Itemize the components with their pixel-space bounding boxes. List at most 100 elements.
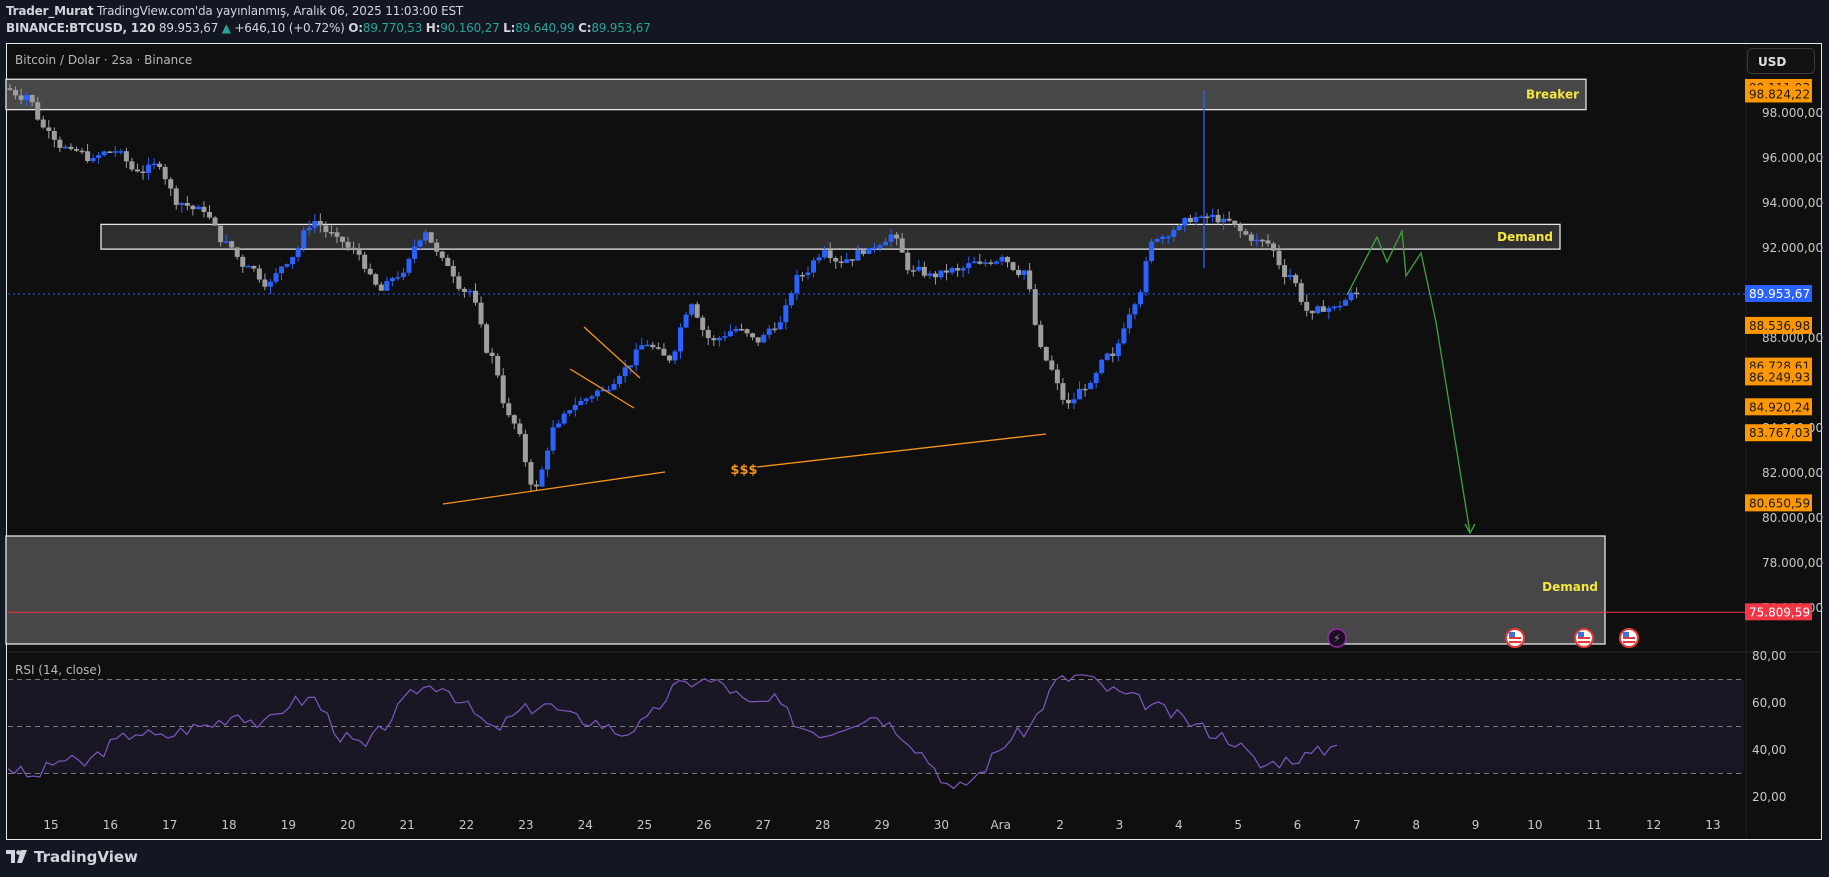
rsi-line[interactable] — [7, 674, 1338, 790]
candle-body — [1315, 306, 1321, 314]
candle-body — [328, 232, 334, 234]
candle-body — [1160, 236, 1166, 239]
candle-body — [617, 376, 623, 385]
rsi-legend: RSI (14, close) — [15, 663, 101, 677]
time-axis-label: 4 — [1175, 818, 1183, 832]
price-tag[interactable] — [1745, 603, 1812, 621]
candle-body — [971, 261, 977, 264]
candle-body — [351, 247, 357, 251]
flag-canton — [1578, 632, 1584, 637]
flag-lower-line[interactable] — [569, 368, 635, 409]
price-axis-label: 80.000,00 — [1762, 511, 1823, 525]
candle-body — [1099, 359, 1105, 374]
candle-body — [240, 256, 246, 267]
candle-body — [766, 328, 772, 335]
candle-body — [1038, 324, 1044, 347]
currency-button[interactable]: USD — [1747, 48, 1815, 74]
candle-body — [550, 427, 556, 451]
price-axis-label: 96.000,00 — [1762, 151, 1823, 165]
candle-body — [827, 250, 833, 259]
candle-body — [1149, 241, 1155, 262]
candle-body — [79, 150, 85, 153]
time-axis-label: 21 — [400, 818, 415, 832]
candle-body — [611, 384, 617, 390]
candle-body — [1110, 353, 1116, 356]
candle-body — [755, 337, 761, 343]
candle-body — [1077, 388, 1083, 400]
candle-body — [1232, 220, 1238, 225]
candle-body — [35, 102, 41, 120]
candle-body — [1121, 328, 1127, 344]
candle-body — [522, 434, 528, 463]
time-axis-label: 8 — [1412, 818, 1420, 832]
time-axis-label: 11 — [1587, 818, 1602, 832]
time-axis-label: 22 — [459, 818, 474, 832]
candle-body — [295, 248, 301, 257]
candle-body — [467, 290, 473, 293]
candle-body — [1043, 346, 1049, 361]
tradingview-logo[interactable]: TradingView — [6, 848, 138, 866]
lightning-icon[interactable] — [1327, 628, 1347, 648]
candle-body — [993, 261, 999, 264]
liquidity-line-left[interactable] — [442, 471, 666, 505]
zone-breaker-0[interactable] — [5, 78, 1587, 111]
candle-body — [7, 88, 13, 91]
flag-stripe — [1578, 641, 1590, 643]
flag-stripe — [1623, 641, 1635, 643]
time-axis-label: 15 — [43, 818, 58, 832]
candle-body — [134, 169, 140, 172]
candle-body — [844, 259, 850, 263]
candle-body — [201, 206, 207, 212]
candle-body — [279, 266, 285, 274]
price-tag[interactable] — [1745, 316, 1812, 334]
candle-body — [245, 266, 251, 268]
candle-body — [960, 268, 966, 271]
price-tag[interactable] — [1745, 285, 1812, 303]
candle-body — [583, 398, 589, 401]
symbol-name[interactable]: BINANCE:BTCUSD, 120 — [6, 21, 156, 35]
candle-body — [833, 258, 839, 262]
time-axis-label: 25 — [637, 818, 652, 832]
candle-body — [1115, 343, 1121, 356]
close-label: C: — [578, 21, 592, 35]
liquidity-line-right[interactable] — [756, 433, 1047, 468]
candle-body — [1027, 270, 1033, 290]
zone-demand-2[interactable] — [5, 535, 1606, 645]
price-axis-label: 98.000,00 — [1762, 106, 1823, 120]
price-tag[interactable] — [1745, 368, 1812, 386]
candle-body — [811, 260, 817, 273]
candle-body — [179, 203, 185, 205]
candle-body — [860, 250, 866, 254]
candle-body — [434, 242, 440, 252]
candle-body — [495, 356, 501, 376]
candle-body — [262, 279, 268, 287]
candle-body — [251, 266, 257, 269]
candle-body — [739, 329, 744, 331]
candle-body — [788, 293, 794, 306]
price-tag[interactable] — [1745, 494, 1812, 512]
flag-upper-line[interactable] — [583, 326, 641, 379]
price-tag[interactable] — [1745, 424, 1812, 442]
candle-body — [57, 139, 63, 148]
projection-path[interactable] — [1346, 228, 1471, 534]
candle-body — [700, 317, 706, 330]
candle-body — [456, 276, 462, 289]
candle-body — [955, 268, 961, 271]
candle-body — [1187, 217, 1193, 223]
candle-body — [1054, 369, 1060, 384]
candle-body — [1320, 306, 1326, 312]
candle-body — [661, 348, 667, 356]
candle-body — [173, 188, 179, 205]
candle-body — [916, 266, 922, 271]
candle-body — [1132, 304, 1138, 315]
candle-body — [301, 230, 307, 249]
candle-body — [705, 329, 711, 339]
open-label: O: — [348, 21, 363, 35]
candle-body — [184, 203, 190, 206]
candle-body — [1210, 214, 1216, 217]
candle-body — [1259, 239, 1265, 242]
author-name[interactable]: Trader_Murat — [6, 4, 94, 18]
price-tag[interactable] — [1745, 85, 1812, 103]
price-tag[interactable] — [1745, 398, 1812, 416]
